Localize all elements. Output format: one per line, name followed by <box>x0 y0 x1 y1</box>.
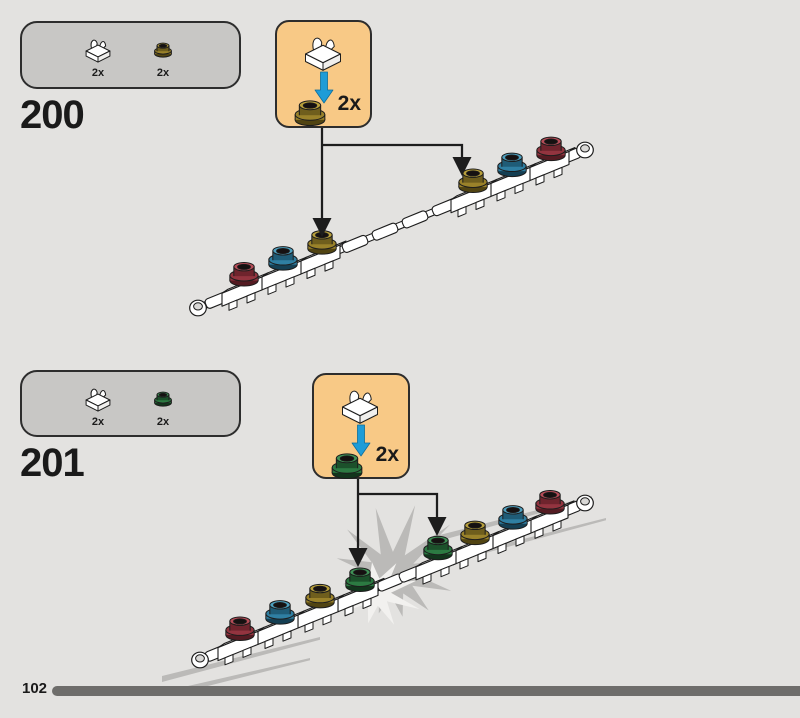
clip-plate-icon <box>85 39 111 63</box>
callout-count: 2x <box>375 443 399 466</box>
part-count: 2x <box>156 415 170 428</box>
parts-box-step-201: 2x 2x <box>20 370 241 437</box>
callout-illustration <box>331 390 378 480</box>
step-number-200: 200 <box>20 93 85 137</box>
part-entry: 2x <box>134 31 192 79</box>
callout-count: 2x <box>337 92 361 115</box>
callout-step-201: 2x <box>312 373 410 480</box>
callout-step-200: 2x <box>275 20 372 128</box>
part-entry: 2x <box>134 380 192 428</box>
page-number: 102 <box>22 680 48 697</box>
part-entry: 2x <box>69 380 127 428</box>
clip-plate-icon <box>85 388 111 412</box>
part-entry: 2x <box>69 31 127 79</box>
part-count: 2x <box>91 415 105 428</box>
parts-box-step-200: 2x 2x <box>20 21 241 89</box>
round-piece-icon <box>154 391 172 407</box>
step-number-201: 201 <box>20 441 85 485</box>
part-count: 2x <box>91 67 105 79</box>
callout-illustration <box>294 37 341 127</box>
round-piece-icon <box>154 42 172 58</box>
assembly-step-200 <box>189 136 594 317</box>
assembly-step-201 <box>162 490 606 691</box>
footer-progress-bar <box>52 686 800 696</box>
part-count: 2x <box>156 67 170 79</box>
